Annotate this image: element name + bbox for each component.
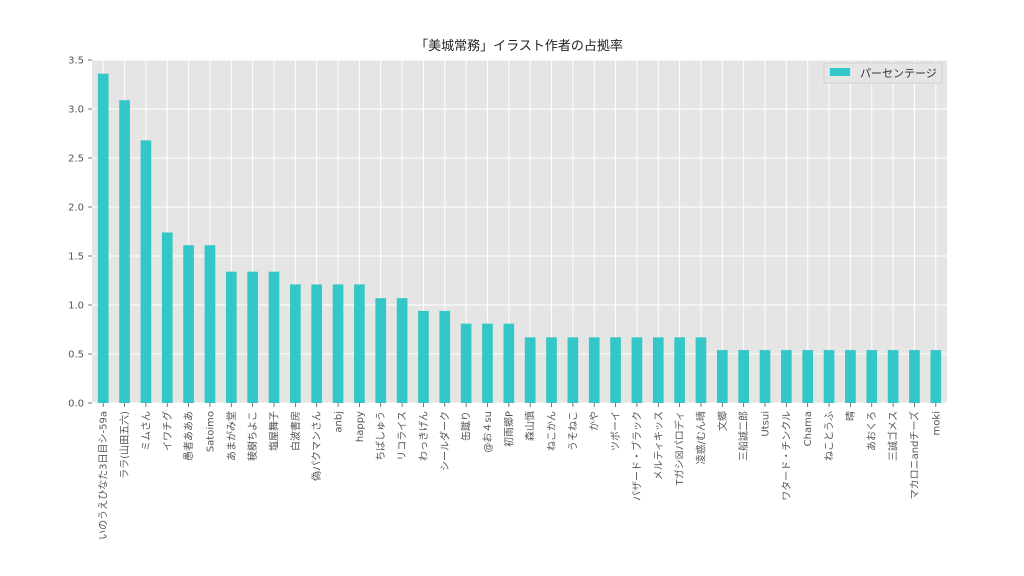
bar [674,337,685,403]
x-tick-label: いのうえひなた3日目シ-59a [98,411,110,540]
x-tick-label: 塩屋舞子 [267,411,280,451]
y-tick-label: 0.5 [68,350,84,361]
x-tick-label: 稜樹ちよこ [246,411,259,461]
x-tick-label: バザード・ブラック [630,411,643,501]
x-tick-label: 三誠ゴメス [887,411,900,461]
bar [738,350,749,403]
x-tick-label: イワチグ [161,411,174,451]
x-tick-label: ツボーイ [610,411,622,451]
y-axis-ticks: 0.0 0.5 1.0 1.5 2.0 2.5 3.0 3.5 [68,56,92,410]
bar [290,284,301,403]
bar [567,337,579,403]
x-tick-label: メルティキッス [654,411,665,480]
x-tick-label: 凌惑/むん晴 [694,411,707,464]
legend-swatch [830,68,850,76]
bar [930,350,942,403]
x-tick-label: @お４su [482,411,494,453]
x-tick-label: 偽パクマンさん [310,411,323,481]
legend-label: パーセンテージ [860,67,937,80]
bar [354,284,365,403]
x-tick-label: 缶蹴り [460,411,473,441]
bar [802,350,814,403]
plot-background [92,60,947,403]
x-tick-label: Tガシ☒パロディ [673,411,686,486]
bar [225,271,237,403]
x-tick-label: Utsui [761,411,772,437]
bar [183,245,194,403]
bar [909,350,920,403]
bar [887,350,899,403]
x-tick-label: あまがみ堂 [225,411,238,461]
bar [823,350,835,403]
y-tick-label: 2.0 [68,203,84,214]
bar [375,298,387,403]
x-tick-label: ワタード・チンクル [781,411,793,501]
x-tick-label: リコライス [397,411,409,461]
x-tick-label: moki [931,411,942,435]
x-tick-label: わっきげん [418,411,430,461]
bar [759,350,771,403]
legend: パーセンテージ [823,62,943,84]
x-tick-label: ちばしゅう [375,411,387,461]
x-tick-label: シールダーク [438,411,451,471]
x-tick-label: 文郷 [716,411,729,431]
bar [503,323,515,403]
bar [439,310,451,403]
y-tick-label: 3.5 [68,56,84,67]
y-tick-label: 2.5 [68,154,84,165]
bar [332,284,344,403]
x-tick-label: ミムさん [140,411,152,451]
x-tick-label: 森山慎 [524,411,537,441]
y-tick-label: 0.0 [68,399,84,410]
y-tick-label: 3.0 [68,105,84,116]
bar [716,350,728,403]
bar [140,140,152,404]
bar [546,337,557,403]
bars [97,73,942,404]
legend-box [823,62,943,84]
x-tick-label: あおくろ [866,411,878,451]
x-tick-label: ねこかん [546,411,558,451]
y-tick-label: 1.0 [68,301,84,312]
bar [247,271,258,403]
bar [119,100,130,404]
x-tick-label: Chama [803,411,814,446]
x-tick-label: 三船誠二郎 [737,411,750,461]
bar [610,337,621,403]
bar [524,337,536,403]
bar [268,271,280,403]
x-tick-label: かや [589,411,601,431]
x-tick-label: 白波書房 [289,411,302,451]
x-tick-label: 初雨郷P [502,411,515,447]
bar [695,337,707,403]
x-tick-label: 愚者あああ [183,411,195,461]
x-tick-label: anbj [334,411,345,433]
x-tick-label: 晴 [844,411,857,421]
bar [652,337,664,403]
bar [482,323,493,403]
x-tick-label: happy [355,411,366,442]
bar [204,245,216,403]
x-tick-label: ねことうふ [824,411,836,461]
bar [396,298,408,403]
chart-title: 「美城常務」イラスト作者の占拠率 [415,38,623,54]
bar [97,73,109,403]
x-tick-label: うそねこ [567,411,579,451]
x-tick-label: マカロニandチーズ [908,411,921,499]
bar [418,310,429,403]
bar [161,232,173,403]
x-tick-label: ララ(山田五六) [119,411,131,479]
y-tick-label: 1.5 [68,252,84,263]
bar [866,350,878,403]
x-axis-ticks: いのうえひなた3日目シ-59a ララ(山田五六) ミムさん イワチグ 愚者あああ Sato… [98,403,942,540]
bar [460,323,472,403]
bar [588,337,600,403]
bar [311,284,323,403]
bar [631,337,643,403]
bar [845,350,856,403]
bar [781,350,792,403]
x-tick-label: Satoimo [205,411,216,452]
